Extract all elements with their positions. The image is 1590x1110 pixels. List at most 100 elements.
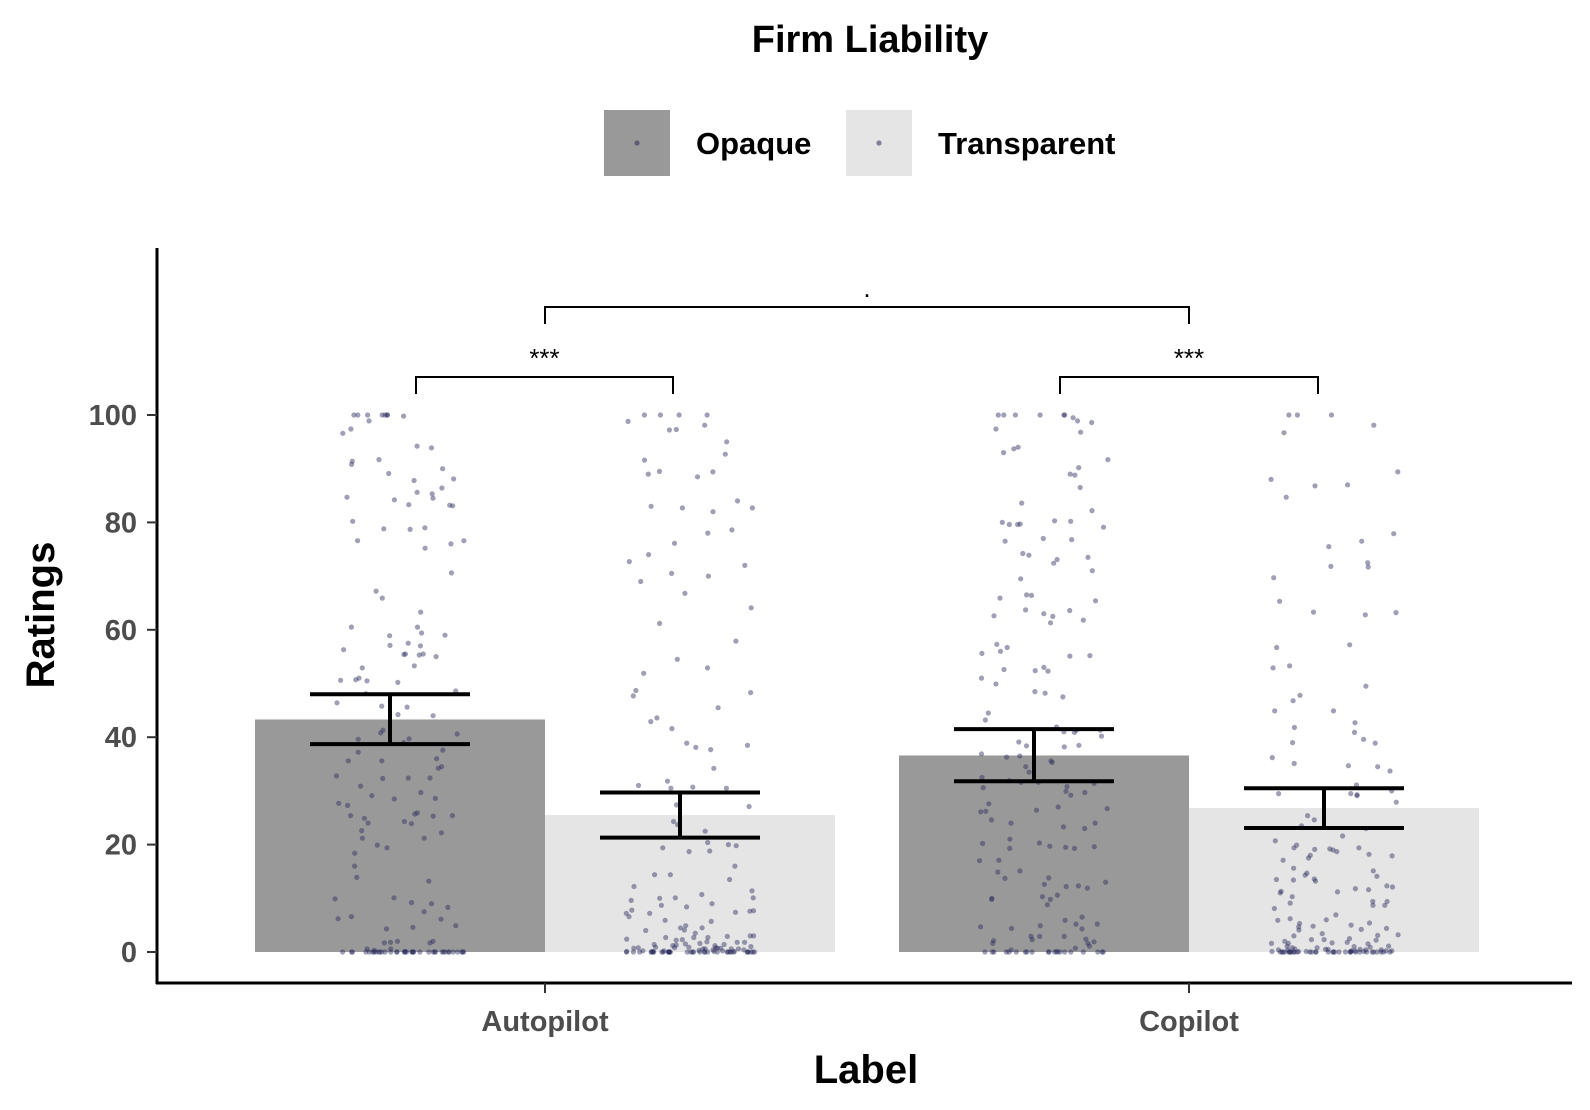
point-autopilot-transparent — [673, 937, 679, 943]
point-autopilot-opaque — [341, 647, 347, 653]
point-autopilot-opaque — [440, 747, 446, 753]
point-autopilot-transparent — [728, 946, 734, 952]
point-autopilot-transparent — [705, 934, 711, 941]
point-copilot-transparent — [1357, 949, 1363, 955]
point-copilot-opaque — [1078, 429, 1084, 435]
point-copilot-transparent — [1271, 905, 1277, 912]
legend-item-opaque: Opaque — [604, 110, 811, 176]
point-autopilot-transparent — [748, 690, 754, 696]
point-autopilot-transparent — [663, 934, 669, 941]
y-tick-label-20: 20 — [105, 830, 137, 862]
point-copilot-transparent — [1354, 792, 1360, 798]
point-copilot-transparent — [1280, 949, 1286, 955]
point-autopilot-opaque — [374, 842, 380, 848]
point-copilot-opaque — [1002, 875, 1008, 882]
point-autopilot-opaque — [433, 654, 439, 660]
point-copilot-opaque — [1051, 560, 1057, 566]
point-autopilot-transparent — [653, 944, 659, 950]
point-autopilot-transparent — [747, 908, 753, 914]
point-copilot-transparent — [1268, 476, 1274, 482]
point-copilot-opaque — [1023, 743, 1030, 749]
point-autopilot-transparent — [666, 427, 673, 433]
point-autopilot-transparent — [669, 726, 675, 732]
point-copilot-opaque — [1036, 840, 1042, 846]
point-copilot-transparent — [1363, 683, 1369, 689]
point-autopilot-transparent — [631, 883, 637, 890]
point-copilot-transparent — [1334, 849, 1340, 855]
point-copilot-opaque — [995, 412, 1001, 418]
point-copilot-transparent — [1336, 949, 1342, 955]
point-autopilot-opaque — [440, 466, 446, 472]
y-ticks: 0 20 40 60 80 100 — [89, 400, 157, 969]
point-autopilot-opaque — [394, 949, 400, 955]
point-copilot-transparent — [1319, 931, 1325, 937]
point-autopilot-opaque — [402, 948, 408, 955]
point-autopilot-opaque — [388, 946, 394, 952]
point-autopilot-opaque — [395, 712, 401, 718]
point-autopilot-transparent — [694, 474, 701, 480]
point-copilot-opaque — [1042, 690, 1048, 696]
point-autopilot-transparent — [651, 949, 657, 955]
point-copilot-opaque — [1022, 949, 1028, 955]
x-axis-title: Label — [814, 1048, 918, 1092]
point-autopilot-transparent — [630, 693, 636, 699]
point-autopilot-transparent — [750, 895, 756, 901]
bar-autopilot-transparent — [545, 815, 835, 952]
point-autopilot-opaque — [349, 458, 355, 464]
point-autopilot-opaque — [369, 793, 375, 799]
point-autopilot-transparent — [731, 948, 738, 955]
point-copilot-transparent — [1275, 917, 1281, 923]
point-autopilot-opaque — [395, 679, 401, 686]
point-autopilot-transparent — [707, 848, 713, 854]
point-autopilot-opaque — [430, 495, 436, 501]
point-copilot-transparent — [1348, 791, 1354, 797]
point-copilot-transparent — [1296, 927, 1302, 933]
point-copilot-opaque — [1045, 668, 1051, 674]
point-copilot-opaque — [1064, 784, 1070, 790]
point-copilot-opaque — [1072, 472, 1078, 478]
point-copilot-opaque — [1041, 881, 1047, 887]
point-autopilot-transparent — [751, 949, 758, 955]
point-copilot-opaque — [1041, 611, 1047, 617]
point-autopilot-opaque — [345, 802, 351, 809]
legend-label-opaque: Opaque — [696, 126, 811, 161]
point-copilot-transparent — [1382, 902, 1388, 908]
point-copilot-transparent — [1391, 531, 1397, 537]
point-copilot-transparent — [1268, 940, 1275, 947]
bar-copilot-opaque — [899, 755, 1189, 952]
point-copilot-transparent — [1395, 469, 1401, 475]
point-copilot-opaque — [1004, 754, 1010, 760]
point-autopilot-transparent — [725, 949, 731, 955]
point-copilot-transparent — [1372, 740, 1378, 746]
point-autopilot-opaque — [446, 949, 452, 955]
point-autopilot-opaque — [455, 949, 461, 955]
point-copilot-transparent — [1365, 560, 1371, 566]
significance-label-2: *** — [1174, 343, 1204, 373]
point-copilot-opaque — [1037, 923, 1043, 929]
point-autopilot-transparent — [637, 949, 643, 955]
point-copilot-transparent — [1274, 644, 1280, 651]
point-autopilot-transparent — [683, 923, 689, 929]
point-autopilot-opaque — [401, 651, 407, 658]
point-copilot-transparent — [1328, 412, 1335, 418]
point-autopilot-transparent — [725, 842, 732, 848]
point-autopilot-transparent — [714, 949, 720, 955]
point-autopilot-opaque — [359, 835, 365, 841]
point-copilot-opaque — [996, 857, 1002, 863]
point-autopilot-opaque — [406, 736, 412, 742]
point-copilot-transparent — [1356, 845, 1362, 851]
point-copilot-opaque — [1007, 836, 1013, 842]
point-autopilot-opaque — [371, 949, 377, 955]
point-autopilot-opaque — [426, 949, 432, 955]
point-copilot-opaque — [983, 808, 989, 814]
point-copilot-transparent — [1284, 943, 1290, 949]
point-copilot-transparent — [1389, 884, 1396, 890]
point-copilot-opaque — [1047, 896, 1053, 903]
point-copilot-transparent — [1340, 833, 1346, 839]
point-autopilot-transparent — [641, 457, 648, 463]
point-autopilot-transparent — [670, 943, 676, 949]
point-autopilot-transparent — [735, 946, 742, 952]
axes: 0 20 40 60 80 100 Autopilot Copilot — [89, 248, 1572, 1038]
point-autopilot-transparent — [641, 412, 648, 418]
point-autopilot-opaque — [387, 633, 393, 639]
